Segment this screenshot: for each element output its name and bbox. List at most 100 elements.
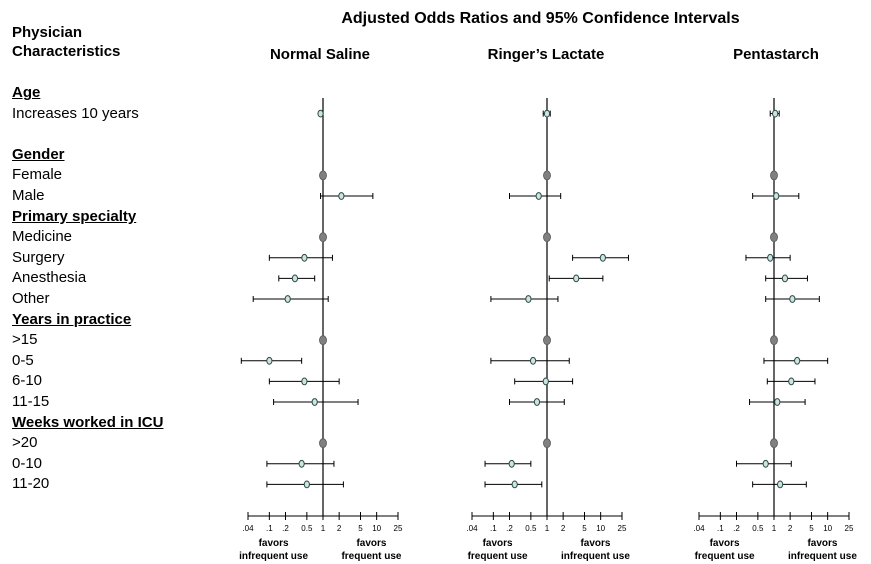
row-label: 11-15 [12,393,50,410]
odds-ratio-point [529,356,537,365]
odds-ratio-point [311,398,318,406]
odds-ratio-point [535,192,542,200]
x-tick-label: 10 [372,524,381,533]
odds-ratio-point [301,377,308,386]
odds-ratio-point [794,356,801,365]
odds-ratio-point [573,274,580,283]
reference-marker [319,438,327,449]
section-heading: Weeks worked in ICU [12,413,164,431]
x-tick-label: .04 [242,524,254,533]
odds-ratio-point [511,480,518,489]
x-tick-label: .2 [282,524,289,533]
x-tick-label: 25 [394,524,403,533]
reference-marker [319,232,327,243]
x-tick-label: 2 [337,524,342,533]
odds-ratio-point [338,192,345,200]
row-label: >20 [12,434,38,452]
x-tick-label: 0.5 [525,524,537,533]
row-label: 0-10 [12,454,43,472]
row-label: 11-20 [12,475,50,493]
section-heading: Primary specialty [12,207,137,225]
reference-marker [543,170,551,181]
odds-ratio-point [789,295,796,303]
x-tick-label: .1 [717,524,724,533]
odds-ratio-point [762,459,769,468]
x-tick-label: 2 [561,524,566,533]
section-heading: Years in practice [12,310,132,328]
footnote-left-line-2: infrequent use [239,551,308,562]
x-tick-label: 5 [809,524,814,533]
odds-ratio-point [543,109,551,118]
x-tick-label: .04 [466,524,478,533]
footnote-left-line-2: frequent use [695,551,755,562]
footnote-right-line-1: favors [580,538,610,549]
footnote-left-line-1: favors [710,538,740,549]
footnote-left-line-2: frequent use [468,551,528,562]
x-tick-label: .2 [733,524,740,533]
row-label: Anesthesia [12,269,87,287]
row-label: Medicine [12,228,73,246]
x-tick-label: .04 [693,524,705,533]
x-tick-label: 25 [845,524,854,533]
row-label: Surgery [12,248,65,266]
reference-marker [319,170,327,181]
reference-marker [770,232,778,243]
footnote-left-line-1: favors [483,538,513,549]
x-tick-label: 10 [823,524,832,533]
x-tick-label: 0.5 [301,524,313,533]
row-label: Other [12,290,50,307]
footnote-right-line-2: infrequent use [561,551,630,562]
footnote-left-line-1: favors [259,538,289,549]
reference-marker [319,335,327,346]
odds-ratio-point [772,109,779,118]
x-tick-label: 2 [788,524,793,533]
row-label: Female [12,166,63,184]
odds-ratio-point [773,192,780,200]
column-header-line-2: Characteristics [12,43,121,60]
odds-ratio-point [777,480,784,489]
x-tick-label: 1 [545,524,550,533]
column-header-line-1: Physician [12,24,83,41]
x-tick-label: 25 [618,524,627,533]
reference-marker [543,335,551,346]
x-tick-label: .2 [506,524,513,533]
panel-title-pentastarch: Pentastarch [733,46,819,63]
odds-ratio-point [525,295,532,303]
odds-ratio-point [508,459,515,468]
odds-ratio-point [266,356,273,365]
odds-ratio-point [599,253,606,262]
odds-ratio-point [301,253,308,262]
odds-ratio-point [317,109,324,118]
chart-title: Adjusted Odds Ratios and 95% Confidence … [341,10,740,27]
odds-ratio-point [788,377,795,386]
panel-title-normal-saline: Normal Saline [269,46,371,63]
odds-ratio-point [774,398,781,406]
footnote-right-line-2: frequent use [341,551,401,562]
reference-marker [770,335,778,346]
x-tick-label: 1 [321,524,326,533]
panel-title-ringers-lactate: Ringer’s Lactate [487,46,605,63]
odds-ratio-point [767,253,774,262]
odds-ratio-point [781,274,789,283]
section-heading: Age [12,84,41,101]
x-tick-label: 5 [358,524,363,533]
odds-ratio-point [542,377,549,386]
row-label: 0-5 [12,351,34,369]
reference-marker [770,170,778,181]
x-tick-label: 0.5 [752,524,764,533]
footnote-right-line-2: infrequent use [788,551,857,562]
footnote-right-line-1: favors [807,538,837,549]
row-label: Increases 10 years [12,104,139,122]
reference-marker [543,232,551,243]
row-label: Male [12,187,45,204]
x-tick-label: 1 [772,524,777,533]
reference-marker [770,438,778,449]
section-heading: Gender [12,145,65,163]
x-tick-label: 5 [582,524,587,533]
row-label: 6-10 [12,372,43,390]
odds-ratio-point [291,274,299,283]
x-tick-label: 10 [596,524,605,533]
odds-ratio-point [533,398,541,406]
reference-marker [543,438,551,449]
